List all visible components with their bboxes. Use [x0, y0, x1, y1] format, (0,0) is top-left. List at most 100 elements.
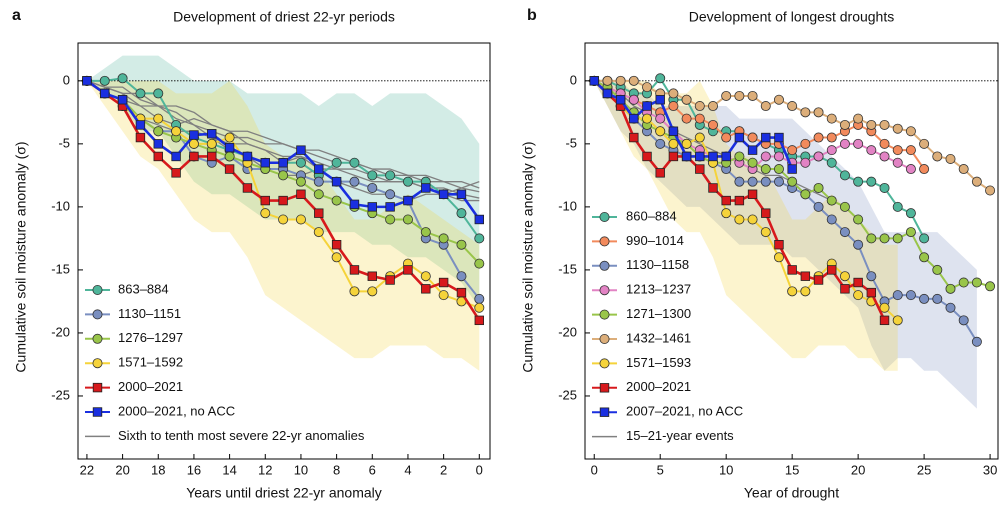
- data-point: [853, 113, 864, 124]
- data-point: [668, 138, 679, 149]
- y-tick-label: -10: [558, 198, 577, 213]
- data-point: [892, 145, 903, 156]
- data-point: [708, 151, 718, 162]
- data-point: [629, 113, 639, 124]
- data-point: [813, 182, 824, 193]
- data-point: [278, 195, 288, 206]
- legend-label: 15–21-year events: [626, 428, 734, 443]
- data-point: [813, 132, 824, 143]
- data-point: [438, 277, 449, 288]
- data-point: [932, 264, 943, 275]
- legend-label: 863–884: [118, 281, 169, 296]
- legend-label: 2000–2021: [118, 379, 183, 394]
- data-point: [813, 201, 824, 212]
- data-point: [892, 157, 903, 168]
- data-point: [747, 157, 758, 168]
- data-point: [171, 126, 182, 137]
- legend-label: 1213–1237: [626, 282, 691, 297]
- data-point: [681, 138, 692, 149]
- data-point: [905, 126, 916, 137]
- data-point: [421, 183, 431, 193]
- data-point: [826, 132, 837, 143]
- data-point: [314, 208, 324, 218]
- data-point: [117, 73, 128, 84]
- data-point: [721, 132, 732, 143]
- data-point: [602, 88, 613, 99]
- data-point: [153, 126, 164, 137]
- data-point: [800, 271, 811, 281]
- data-point: [474, 293, 485, 304]
- data-point: [879, 138, 890, 149]
- data-point: [707, 119, 718, 130]
- plot-frame: [584, 42, 999, 460]
- data-point: [260, 208, 271, 219]
- legend-marker: [92, 382, 103, 393]
- data-point: [694, 132, 705, 143]
- data-point: [773, 94, 784, 105]
- data-point: [295, 214, 306, 225]
- data-point: [760, 151, 771, 162]
- data-point: [905, 164, 916, 175]
- data-point: [958, 277, 969, 288]
- data-point: [367, 202, 377, 212]
- data-point: [905, 290, 916, 301]
- data-point: [474, 302, 485, 313]
- legend-label: 2000–2021, no ACC: [118, 403, 235, 418]
- data-point: [420, 271, 431, 282]
- data-point: [813, 151, 824, 162]
- legend-label: 1271–1300: [626, 306, 691, 321]
- data-point: [761, 208, 771, 218]
- data-point: [747, 132, 758, 143]
- data-point: [694, 113, 705, 124]
- data-point: [367, 286, 378, 297]
- data-point: [747, 176, 758, 187]
- data-point: [932, 293, 943, 304]
- data-point: [403, 195, 413, 206]
- data-point: [681, 151, 692, 162]
- data-point: [438, 233, 449, 244]
- legend-marker: [599, 333, 610, 344]
- data-point: [853, 214, 864, 225]
- data-point: [313, 176, 324, 187]
- data-point: [224, 132, 235, 143]
- data-point: [800, 157, 811, 168]
- data-point: [456, 239, 467, 250]
- data-point: [945, 153, 956, 164]
- data-point: [787, 145, 798, 156]
- data-point: [189, 151, 199, 162]
- data-point: [800, 286, 811, 297]
- data-point: [866, 271, 877, 282]
- x-axis-label: Years until driest 22-yr anomaly: [186, 485, 382, 501]
- data-point: [313, 189, 324, 200]
- x-tick-label: 15: [785, 462, 799, 477]
- data-point: [628, 75, 639, 86]
- data-point: [866, 176, 877, 187]
- data-point: [708, 183, 718, 193]
- x-tick-label: 8: [333, 462, 340, 477]
- x-tick-label: 10: [294, 462, 308, 477]
- data-point: [879, 119, 890, 130]
- y-tick-label: -20: [51, 324, 70, 339]
- uncertainty-band: [594, 80, 977, 409]
- plot-frame: [77, 42, 491, 460]
- y-tick-label: 0: [570, 72, 577, 87]
- panel-label: a: [12, 7, 21, 24]
- x-tick-label: 20: [851, 462, 865, 477]
- panel-label: b: [527, 7, 537, 24]
- data-point: [349, 176, 360, 187]
- data-point: [694, 101, 705, 112]
- data-point: [800, 138, 811, 149]
- data-point: [681, 94, 692, 105]
- data-point: [866, 145, 877, 156]
- data-point: [839, 201, 850, 212]
- data-point: [813, 107, 824, 118]
- data-point: [760, 101, 771, 112]
- data-point: [456, 208, 467, 219]
- data-point: [474, 214, 484, 225]
- data-point: [668, 88, 679, 99]
- y-tick-label: -10: [51, 198, 70, 213]
- x-tick-label: 30: [983, 462, 997, 477]
- data-point: [260, 195, 270, 206]
- data-point: [866, 233, 877, 244]
